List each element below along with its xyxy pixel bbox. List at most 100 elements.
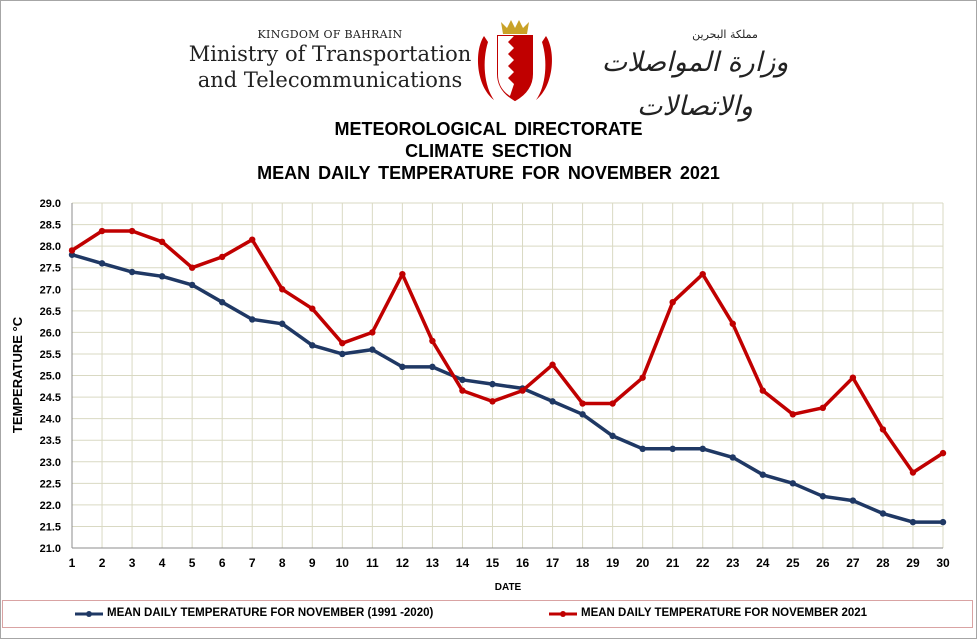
data-point-series-1 bbox=[819, 404, 827, 412]
data-point-series-0 bbox=[249, 316, 256, 323]
data-point-series-0 bbox=[158, 273, 166, 280]
data-point-series-1 bbox=[459, 387, 466, 394]
y-tick-label: 24.5 bbox=[40, 392, 61, 404]
data-point-series-1 bbox=[369, 329, 376, 336]
data-point-series-1 bbox=[609, 400, 616, 407]
x-tick-label: 3 bbox=[129, 556, 136, 570]
temperature-line-chart: 21.0 21.5 22.0 22.5 23.0 23.5 24.0 24.5 25.0 25.5… bbox=[10, 198, 950, 593]
series-layer bbox=[68, 227, 947, 526]
data-point-series-0 bbox=[339, 350, 346, 358]
x-tick-label: 27 bbox=[846, 556, 860, 570]
x-tick-label: 4 bbox=[159, 556, 166, 570]
y-tick-label: 26.0 bbox=[40, 327, 61, 339]
data-point-series-0 bbox=[909, 518, 917, 526]
data-point-series-1 bbox=[549, 361, 556, 368]
x-tick-label: 10 bbox=[336, 556, 350, 570]
data-point-series-0 bbox=[729, 454, 736, 461]
y-tick-label: 27.5 bbox=[40, 263, 61, 275]
x-tick-label: 17 bbox=[546, 556, 560, 570]
x-tick-label: 29 bbox=[906, 556, 920, 570]
data-point-series-0 bbox=[819, 493, 827, 500]
title-line-1: METEOROLOGICAL DIRECTORATE bbox=[334, 119, 643, 139]
y-tick-label: 23.5 bbox=[40, 435, 61, 447]
data-point-series-1 bbox=[669, 298, 676, 306]
title-line-3: MEAN DAILY TEMPERATURE FOR NOVEMBER 2021 bbox=[257, 163, 720, 183]
data-point-series-0 bbox=[98, 260, 106, 267]
data-point-series-1 bbox=[429, 337, 436, 345]
data-point-series-1 bbox=[218, 253, 226, 261]
data-point-series-1 bbox=[98, 227, 106, 235]
y-tick-label: 25.5 bbox=[40, 349, 61, 361]
data-point-series-0 bbox=[549, 398, 556, 405]
y-tick-label: 25.0 bbox=[40, 371, 61, 383]
kingdom-label-arabic: مملكة البحرين bbox=[692, 28, 758, 41]
ministry-name-english: KINGDOM OF BAHRAIN Ministry of Transport… bbox=[180, 28, 480, 93]
x-axis-title: DATE bbox=[495, 582, 522, 593]
data-point-series-0 bbox=[309, 342, 316, 349]
y-tick-label: 22.0 bbox=[40, 500, 61, 512]
data-point-series-1 bbox=[939, 449, 947, 457]
data-point-series-1 bbox=[128, 227, 136, 235]
x-tick-label: 24 bbox=[756, 556, 770, 570]
data-point-series-0 bbox=[128, 268, 136, 276]
x-tick-label: 15 bbox=[486, 556, 500, 570]
x-tick-label: 5 bbox=[189, 556, 196, 570]
legend-label-normal: MEAN DAILY TEMPERATURE FOR NOVEMBER (199… bbox=[107, 607, 434, 619]
y-tick-label: 26.5 bbox=[40, 306, 61, 318]
series-line-1 bbox=[70, 229, 945, 475]
x-tick-label: 11 bbox=[366, 556, 379, 570]
data-point-series-0 bbox=[459, 376, 466, 384]
y-tick-label: 22.5 bbox=[40, 478, 61, 490]
data-point-series-1 bbox=[759, 387, 766, 394]
ministry-line-2: and Telecommunications bbox=[197, 68, 463, 92]
x-tick-label: 13 bbox=[426, 556, 440, 570]
data-point-series-1 bbox=[519, 387, 526, 394]
series-line-0 bbox=[70, 252, 945, 524]
grid-layer bbox=[71, 202, 944, 549]
y-axis-title: TEMPERATURE °C bbox=[10, 316, 25, 433]
data-point-series-1 bbox=[579, 400, 586, 407]
data-point-series-0 bbox=[939, 518, 947, 526]
data-point-series-0 bbox=[879, 510, 887, 517]
data-point-series-0 bbox=[579, 411, 586, 418]
data-point-series-0 bbox=[369, 346, 376, 353]
x-tick-label: 25 bbox=[786, 556, 800, 570]
data-point-series-0 bbox=[669, 445, 676, 453]
x-tick-label: 26 bbox=[816, 556, 830, 570]
ministry-name-arabic: مملكة البحرين وزارة المواصلات والاتصالات bbox=[560, 28, 830, 129]
data-point-series-0 bbox=[279, 320, 286, 327]
data-point-series-0 bbox=[699, 445, 706, 453]
x-tick-label: 14 bbox=[456, 556, 470, 570]
data-point-series-1 bbox=[399, 270, 406, 278]
legend-swatch-normal bbox=[75, 611, 103, 617]
x-tick-label: 7 bbox=[249, 556, 256, 570]
data-point-series-0 bbox=[399, 363, 406, 371]
data-point-series-1 bbox=[639, 374, 646, 381]
data-point-series-1 bbox=[249, 236, 256, 243]
chart-legend: MEAN DAILY TEMPERATURE FOR NOVEMBER (199… bbox=[2, 600, 973, 628]
x-tick-label: 9 bbox=[309, 556, 316, 570]
data-point-series-0 bbox=[489, 380, 496, 388]
y-tick-label: 24.0 bbox=[40, 414, 61, 426]
x-tick-label: 28 bbox=[876, 556, 890, 570]
x-tick-label: 18 bbox=[576, 556, 590, 570]
y-tick-label: 27.0 bbox=[40, 284, 61, 296]
data-point-series-0 bbox=[609, 432, 616, 440]
y-tick-label: 28.5 bbox=[40, 220, 61, 232]
y-tick-label: 28.0 bbox=[40, 241, 61, 253]
data-point-series-1 bbox=[68, 247, 76, 254]
data-point-series-0 bbox=[789, 480, 797, 487]
data-point-series-1 bbox=[729, 320, 736, 327]
data-point-series-1 bbox=[909, 469, 917, 476]
data-point-series-1 bbox=[188, 264, 196, 271]
y-tick-label: 29.0 bbox=[40, 198, 61, 210]
legend-label-2021: MEAN DAILY TEMPERATURE FOR NOVEMBER 2021 bbox=[581, 607, 868, 619]
ministry-line-1: Ministry of Transportation bbox=[188, 42, 472, 66]
data-point-series-0 bbox=[429, 363, 436, 371]
bahrain-emblem-logo bbox=[478, 20, 552, 102]
x-tick-label: 21 bbox=[666, 556, 680, 570]
chart-titles: METEOROLOGICAL DIRECTORATE CLIMATE SECTI… bbox=[0, 118, 977, 184]
title-line-2: CLIMATE SECTION bbox=[405, 141, 572, 161]
data-point-series-1 bbox=[309, 305, 316, 312]
